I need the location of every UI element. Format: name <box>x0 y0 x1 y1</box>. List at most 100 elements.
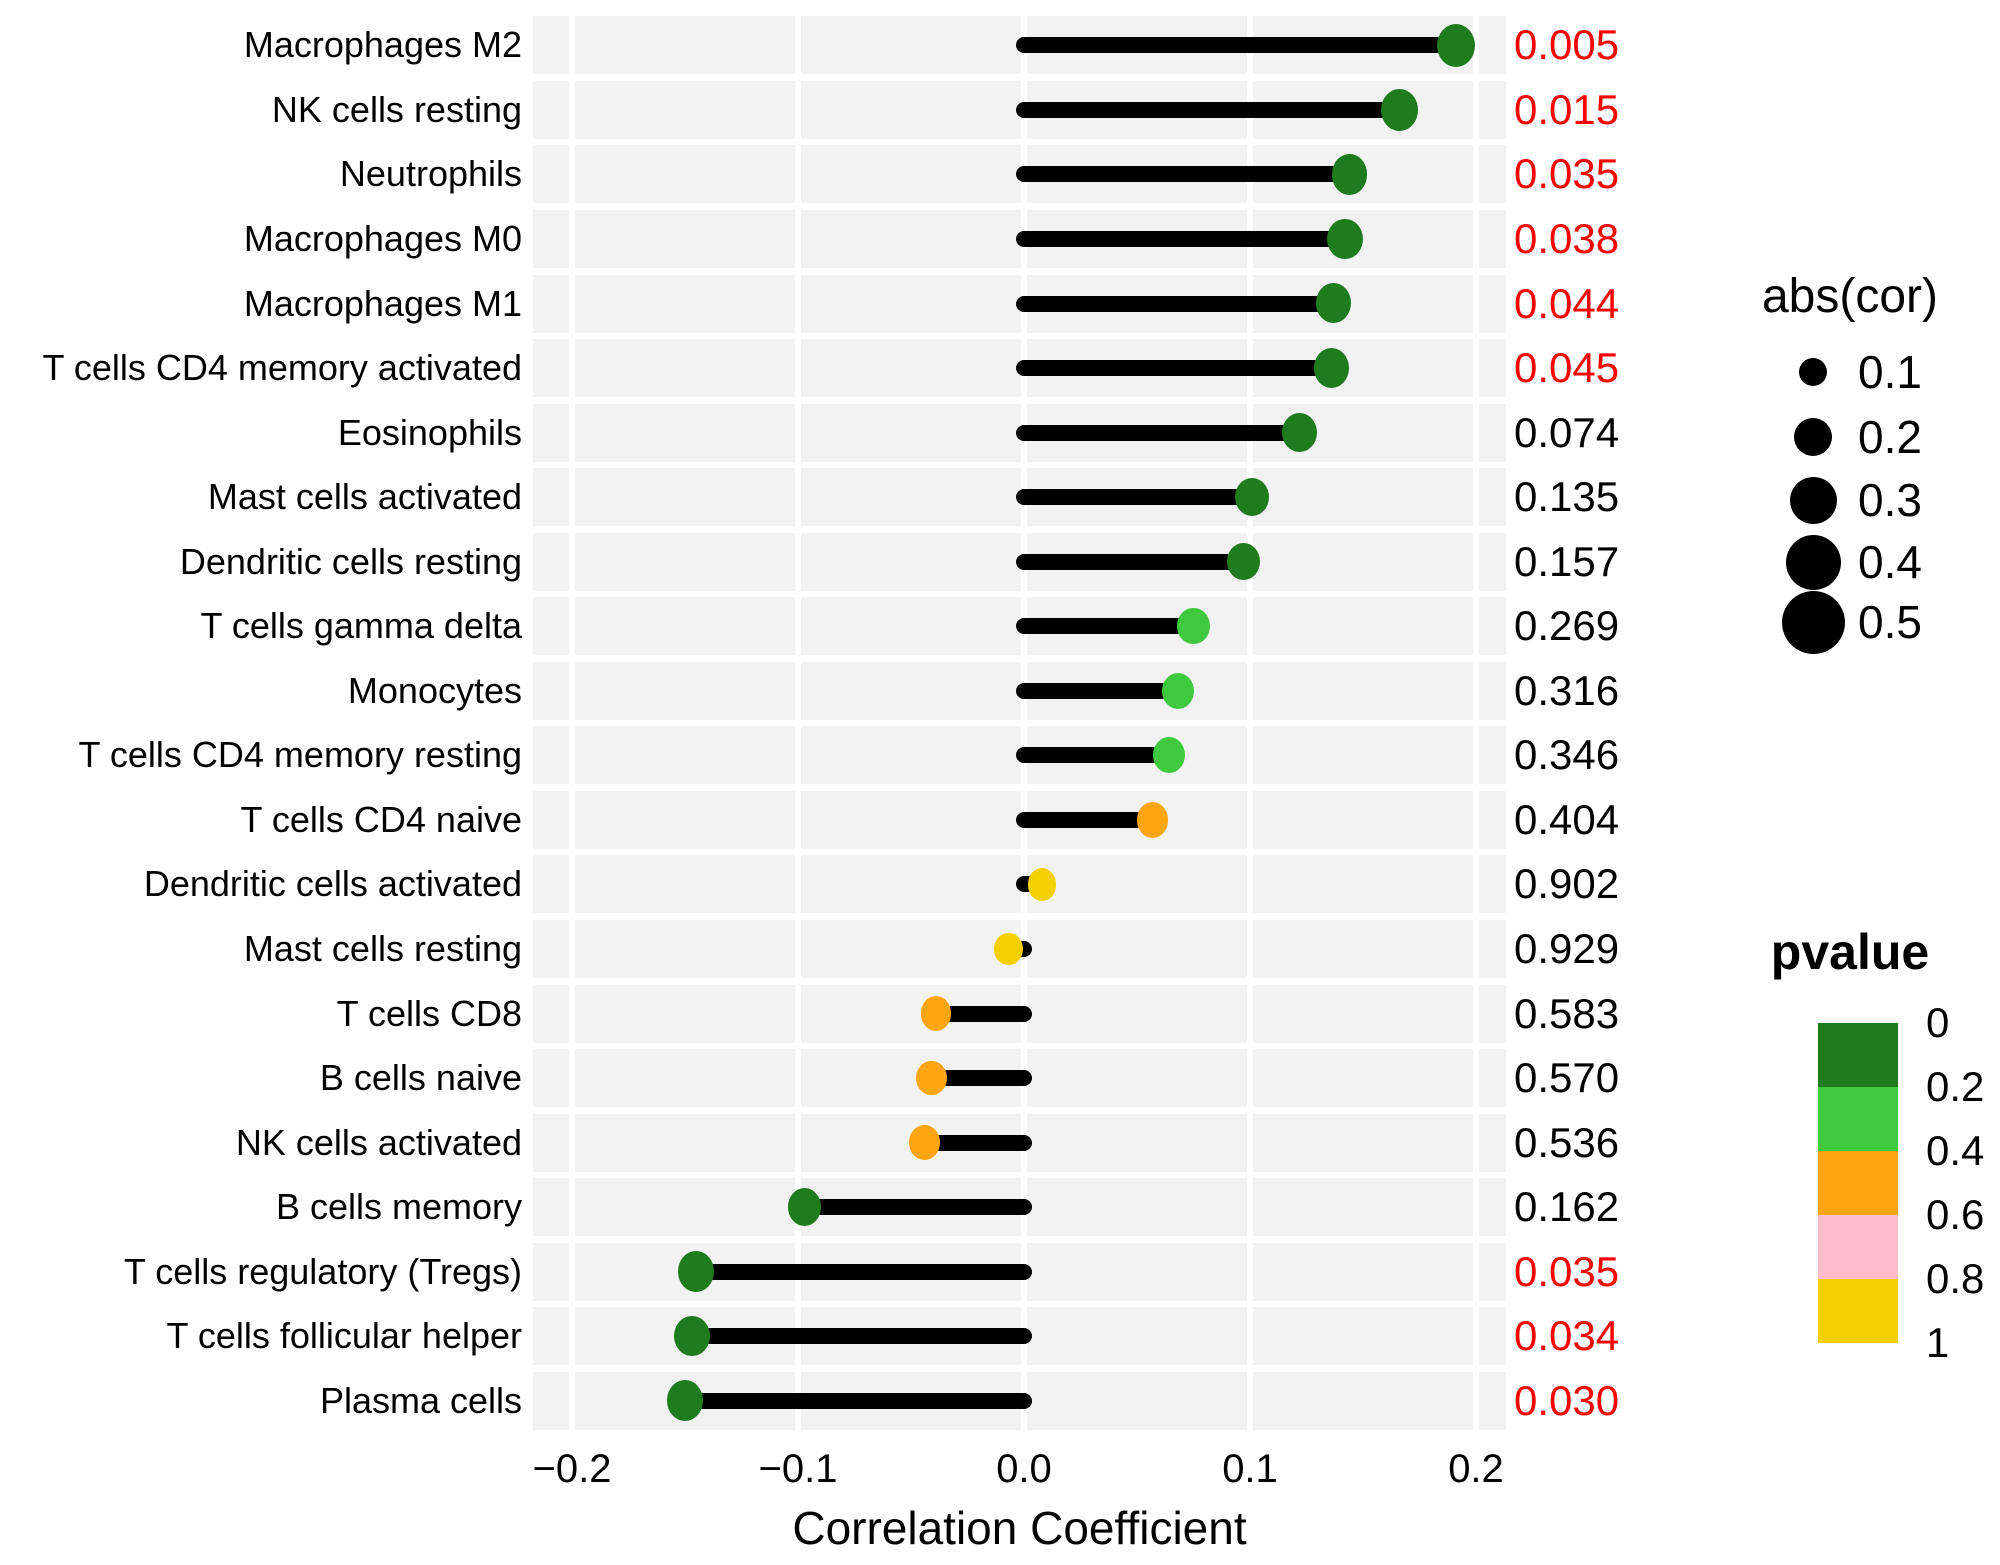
category-label: B cells naive <box>319 1057 522 1098</box>
category-label: Dendritic cells resting <box>179 540 522 582</box>
category-label: T cells follicular helper <box>166 1315 522 1357</box>
lollipop-dot <box>678 1251 715 1292</box>
pvalue-label: 0.536 <box>1514 1118 1620 1166</box>
lollipop-dot <box>1327 218 1363 260</box>
x-tick-label: 0.2 <box>1448 1447 1504 1491</box>
lollipop-stick <box>1016 37 1464 54</box>
lollipop-stick <box>1016 553 1252 570</box>
lollipop-dot <box>916 1060 947 1096</box>
pvalue-label: 0.005 <box>1514 21 1620 69</box>
lollipop-dot <box>1315 283 1352 324</box>
category-label: Mast cells resting <box>243 927 522 969</box>
lollipop-stick <box>1016 101 1408 118</box>
pvalue-label: 0.316 <box>1514 666 1620 714</box>
lollipop-stick <box>688 1263 1032 1280</box>
category-label: NK cells activated <box>235 1121 522 1163</box>
gridline <box>1473 13 1479 1433</box>
pvalue-label: 0.074 <box>1514 408 1620 456</box>
size-legend-title: abs(cor) <box>1761 270 1939 323</box>
category-label: T cells CD4 memory activated <box>42 347 522 388</box>
pvalue-label: 0.929 <box>1514 924 1620 972</box>
pvalue-label: 0.045 <box>1514 344 1620 391</box>
category-label: Macrophages M1 <box>243 282 522 324</box>
gridline <box>795 13 801 1433</box>
lollipop-stick <box>1016 747 1177 764</box>
lollipop-dot <box>673 1315 710 1357</box>
lollipop-dot <box>1380 89 1418 131</box>
lollipop-stick <box>916 1134 1032 1151</box>
size-legend-dot <box>1794 418 1832 456</box>
pvalue-label: 0.135 <box>1514 473 1620 521</box>
size-legend-dot <box>1799 358 1827 386</box>
lollipop-dot <box>1161 672 1194 709</box>
category-label: Macrophages M0 <box>243 217 522 259</box>
pvalue-label: 0.570 <box>1514 1054 1620 1101</box>
category-label: Plasma cells <box>319 1379 522 1421</box>
size-legend-label: 0.2 <box>1858 411 1922 463</box>
lollipop-stick <box>1016 295 1342 312</box>
lollipop-dot <box>1137 802 1169 838</box>
lollipop-dot <box>1331 154 1368 195</box>
lollipop-stick <box>1016 618 1202 635</box>
x-tick-label: 0.0 <box>996 1447 1052 1491</box>
size-legend-label: 0.4 <box>1858 536 1922 588</box>
x-tick-label: 0.1 <box>1222 1447 1278 1491</box>
pvalue-label: 0.034 <box>1514 1312 1620 1360</box>
size-legend-dot <box>1781 590 1845 654</box>
lollipop-dot <box>920 996 952 1031</box>
gridline <box>569 13 575 1433</box>
pvalue-label: 0.038 <box>1514 214 1620 262</box>
category-label: Mast cells activated <box>207 476 522 518</box>
pvalue-colorbar-tick: 0 <box>1926 999 1950 1046</box>
category-label: T cells CD4 memory resting <box>78 734 522 776</box>
size-legend-dot <box>1789 476 1837 524</box>
lollipop-stick <box>677 1392 1032 1409</box>
pvalue-colorbar-segment <box>1818 1151 1898 1215</box>
pvalue-colorbar-tick: 1 <box>1926 1319 1950 1366</box>
lollipop-stick <box>1016 811 1161 828</box>
lollipop-stick <box>927 1005 1032 1022</box>
x-tick-label: −0.2 <box>532 1447 612 1491</box>
pvalue-label: 0.035 <box>1514 1247 1620 1295</box>
lollipop-dot <box>1313 348 1350 388</box>
pvalue-label: 0.015 <box>1514 85 1620 133</box>
pvalue-label: 0.157 <box>1514 537 1620 585</box>
lollipop-stick <box>1016 166 1358 183</box>
x-axis-title: Correlation Coefficient <box>792 1502 1247 1554</box>
pvalue-label: 0.269 <box>1514 602 1620 650</box>
category-label: B cells memory <box>275 1186 522 1228</box>
pvalue-label: 0.044 <box>1514 279 1620 327</box>
category-label: T cells regulatory (Tregs) <box>123 1250 522 1292</box>
category-label: Dendritic cells activated <box>143 863 522 905</box>
pvalue-label: 0.583 <box>1514 989 1620 1037</box>
pvalue-legend-title: pvalue <box>1770 924 1930 980</box>
pvalue-colorbar-tick: 0.2 <box>1926 1063 1985 1110</box>
pvalue-label: 0.030 <box>1514 1376 1620 1424</box>
size-legend-dot <box>1785 534 1841 590</box>
lollipop-dot <box>1235 478 1269 517</box>
lollipop-dot <box>993 932 1023 966</box>
lollipop-dot <box>909 1125 940 1160</box>
lollipop-dot <box>788 1188 822 1226</box>
lollipop-stick <box>923 1070 1032 1086</box>
pvalue-colorbar-tick: 0.8 <box>1926 1255 1985 1302</box>
pvalue-colorbar-segment <box>1818 1087 1898 1151</box>
lollipop-dot <box>1152 737 1185 774</box>
category-label: Monocytes <box>347 669 522 711</box>
size-legend-label: 0.1 <box>1858 346 1922 398</box>
lollipop-dot <box>1436 23 1475 67</box>
category-label: T cells CD4 naive <box>240 798 522 840</box>
pvalue-label: 0.902 <box>1514 860 1620 908</box>
pvalue-colorbar-segment <box>1818 1023 1898 1087</box>
x-tick-label: −0.1 <box>758 1447 838 1491</box>
category-label: Neutrophils <box>339 153 522 195</box>
category-label: T cells CD8 <box>336 992 522 1034</box>
category-label: Macrophages M2 <box>243 24 522 66</box>
lollipop-dot <box>1226 542 1260 581</box>
lollipop-dot <box>666 1380 703 1422</box>
pvalue-colorbar-tick: 0.4 <box>1926 1127 1985 1174</box>
category-label: NK cells resting <box>271 88 522 130</box>
category-label: Eosinophils <box>337 411 522 453</box>
lollipop-stick <box>1016 424 1308 441</box>
